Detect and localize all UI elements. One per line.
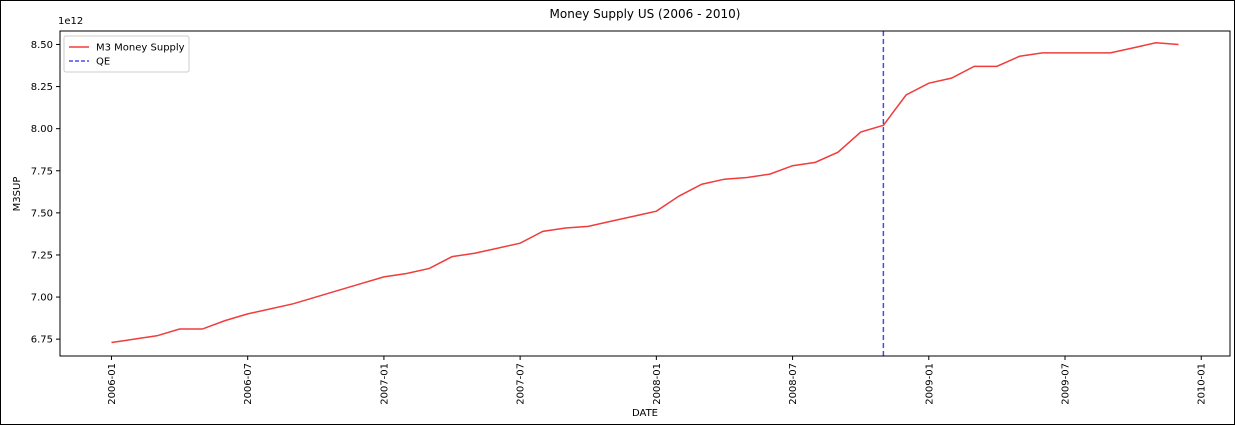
y-axis-label: M3SUP — [12, 177, 23, 212]
x-tick-label: 2010-01 — [1197, 363, 1208, 405]
x-tick-label: 2007-07 — [516, 363, 527, 405]
y-tick-label: 6.75 — [31, 335, 53, 346]
x-tick-label: 2009-01 — [924, 363, 935, 405]
y-tick-label: 8.50 — [31, 40, 53, 51]
x-tick-label: 2008-01 — [652, 363, 663, 405]
y-tick-label: 8.25 — [31, 82, 53, 93]
y-tick-label: 7.25 — [31, 250, 53, 261]
y-offset-label: 1e12 — [58, 16, 83, 27]
plot-frame — [59, 30, 1231, 357]
x-tick-label: 2009-07 — [1061, 363, 1072, 405]
x-tick-label: 2008-07 — [788, 363, 799, 405]
legend-label: M3 Money Supply — [96, 43, 185, 54]
x-tick-label: 2006-07 — [243, 363, 254, 405]
chart-title: Money Supply US (2006 - 2010) — [550, 7, 741, 21]
data-line — [111, 42, 1179, 344]
y-tick-label: 7.50 — [31, 208, 53, 219]
y-tick-label: 8.00 — [31, 124, 53, 135]
y-tick-label: 7.00 — [31, 293, 53, 304]
x-tick-label: 2007-01 — [379, 363, 390, 405]
x-axis-label: DATE — [632, 408, 658, 419]
legend-box — [63, 35, 190, 73]
x-tick-label: 2006-01 — [107, 363, 118, 405]
legend-label: QE — [96, 57, 110, 68]
y-tick-label: 7.75 — [31, 166, 53, 177]
